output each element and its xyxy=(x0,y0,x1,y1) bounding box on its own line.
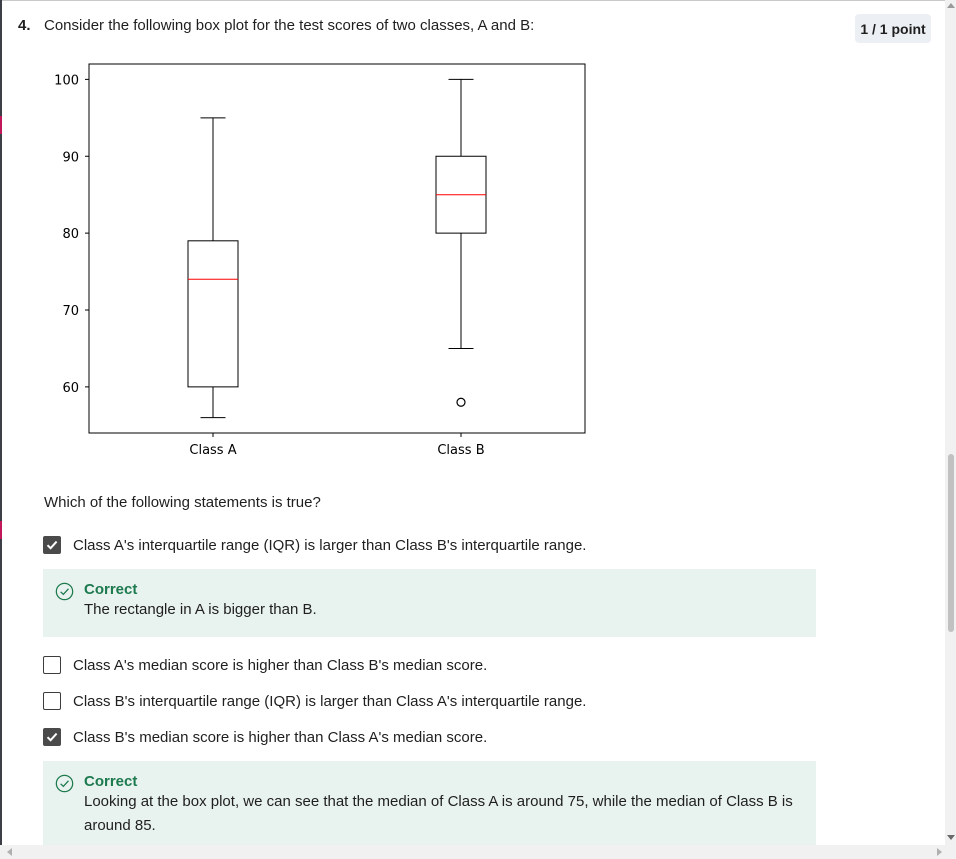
feedback-correct: Correct The rectangle in A is bigger tha… xyxy=(43,569,816,637)
feedback-title: Correct xyxy=(84,581,138,598)
option-label: Class B's median score is higher than Cl… xyxy=(73,728,488,746)
option-label: Class A's interquartile range (IQR) is l… xyxy=(73,536,587,554)
option-median-b-higher[interactable]: Class B's median score is higher than Cl… xyxy=(43,728,487,746)
checkmark-icon xyxy=(46,732,58,742)
left-edge-strip xyxy=(0,0,2,845)
iqr-box xyxy=(187,240,239,388)
feedback-title: Correct xyxy=(84,773,138,790)
question-prompt: Which of the following statements is tru… xyxy=(44,494,321,511)
x-tick-label: Class B xyxy=(437,443,484,458)
option-label: Class B's interquartile range (IQR) is l… xyxy=(73,692,587,710)
scroll-up-arrow-icon[interactable] xyxy=(947,3,955,8)
option-iqr-a-larger[interactable]: Class A's interquartile range (IQR) is l… xyxy=(43,536,586,554)
horizontal-scrollbar[interactable] xyxy=(0,845,956,859)
vertical-scrollbar-thumb[interactable] xyxy=(948,454,954,632)
option-label: Class A's median score is higher than Cl… xyxy=(73,656,488,674)
option-median-a-higher[interactable]: Class A's median score is higher than Cl… xyxy=(43,656,487,674)
option-iqr-b-larger[interactable]: Class B's interquartile range (IQR) is l… xyxy=(43,692,586,710)
left-edge-marker xyxy=(0,521,2,539)
outlier-point xyxy=(456,397,466,407)
y-tick-label: 60 xyxy=(62,381,79,396)
points-badge: 1 / 1 point xyxy=(855,14,931,43)
scroll-right-arrow-icon[interactable] xyxy=(937,848,942,856)
plot-frame xyxy=(88,63,586,434)
left-edge-marker xyxy=(0,116,2,134)
top-border xyxy=(0,0,956,1)
box-plot-chart: 60 70 80 90 100 Class A Class B xyxy=(54,63,586,458)
option-checkbox[interactable] xyxy=(43,536,61,554)
scroll-left-arrow-icon[interactable] xyxy=(7,848,12,856)
feedback-correct: Correct Looking at the box plot, we can … xyxy=(43,761,816,851)
feedback-text: The rectangle in A is bigger than B. xyxy=(84,601,317,618)
vertical-scrollbar[interactable] xyxy=(945,0,956,845)
question-number: 4. xyxy=(18,17,31,34)
feedback-text: Looking at the box plot, we can see that… xyxy=(84,793,793,834)
checkmark-icon xyxy=(46,540,58,550)
scroll-down-arrow-icon[interactable] xyxy=(947,835,955,840)
question-text: Consider the following box plot for the … xyxy=(44,17,535,34)
option-checkbox[interactable] xyxy=(43,728,61,746)
y-tick-label: 90 xyxy=(62,150,79,165)
y-tick-label: 100 xyxy=(54,73,79,88)
check-circle-icon xyxy=(55,582,74,601)
option-checkbox[interactable] xyxy=(43,692,61,710)
y-tick-label: 80 xyxy=(62,227,79,242)
y-tick-label: 70 xyxy=(62,304,79,319)
option-checkbox[interactable] xyxy=(43,656,61,674)
check-circle-icon xyxy=(55,774,74,793)
x-tick-label: Class A xyxy=(189,443,236,458)
